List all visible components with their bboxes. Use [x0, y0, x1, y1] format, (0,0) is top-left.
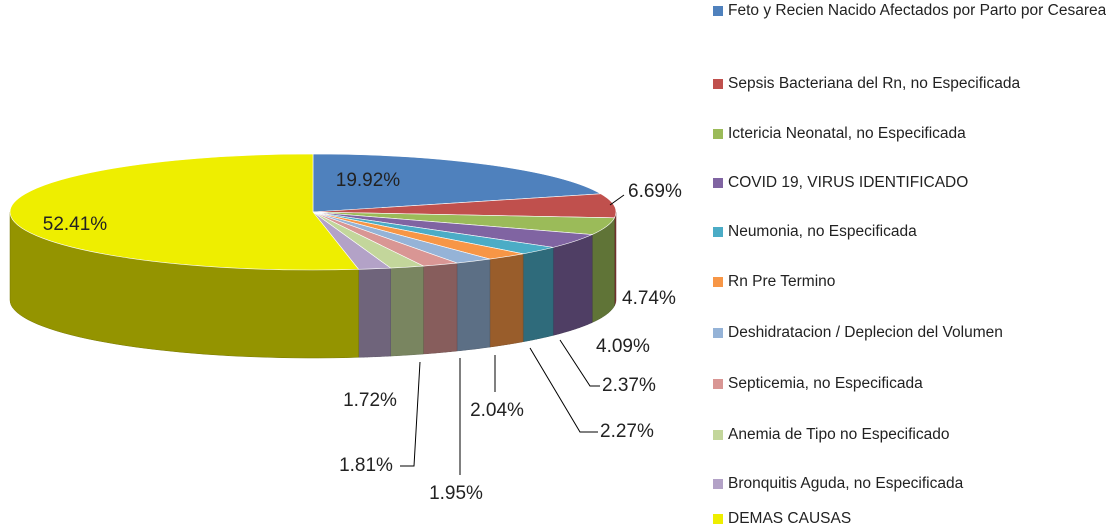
- slice-side: [522, 247, 554, 343]
- legend-item: DEMAS CAUSAS: [713, 508, 1106, 530]
- slice-side: [591, 216, 615, 323]
- data-label: 6.69%: [628, 181, 682, 202]
- legend-item: Sepsis Bacteriana del Rn, no Especificad…: [713, 73, 1106, 95]
- legend-swatch: [713, 514, 723, 524]
- data-label: 2.04%: [470, 400, 524, 421]
- legend-item: Septicemia, no Especificada: [713, 373, 1106, 395]
- legend-item: Ictericia Neonatal, no Especificada: [713, 123, 1106, 145]
- slice-side: [390, 265, 424, 357]
- legend-label: Anemia de Tipo no Especificado: [728, 426, 950, 443]
- legend-swatch: [713, 277, 723, 287]
- legend-label: COVID 19, VIRUS IDENTIFICADO: [728, 174, 969, 191]
- legend-item: Bronquitis Aguda, no Especificada: [713, 473, 1106, 495]
- data-label: 19.92%: [336, 170, 401, 191]
- slice-side: [552, 234, 593, 336]
- legend-swatch: [713, 430, 723, 440]
- legend-label: Ictericia Neonatal, no Especificada: [728, 125, 966, 142]
- slice: [312, 193, 617, 219]
- leader-line: [559, 339, 600, 387]
- slice-side: [358, 267, 391, 358]
- legend-swatch: [713, 129, 723, 139]
- legend-label: DEMAS CAUSAS: [728, 510, 852, 527]
- slice-side: [423, 262, 458, 355]
- legend-item: Feto y Recien Nacido Afectados por Parto…: [713, 0, 1106, 22]
- data-label: 2.37%: [602, 375, 656, 396]
- legend-swatch: [713, 479, 723, 489]
- legend-swatch: [713, 227, 723, 237]
- leader-line: [609, 194, 625, 206]
- chart: 19.92% 6.69% 4.74% 4.09% 2.37% 2.27% 2.04% 1.95…: [9, 153, 682, 504]
- legend-label: Sepsis Bacteriana del Rn, no Especificad…: [728, 75, 1021, 92]
- legend-item: COVID 19, VIRUS IDENTIFICADO: [713, 172, 1106, 194]
- leader-line: [529, 347, 598, 433]
- legend-label: Septicemia, no Especificada: [728, 375, 923, 392]
- legend-item: Rn Pre Termino: [713, 271, 1106, 293]
- data-label: 4.74%: [622, 288, 676, 309]
- data-label: 1.72%: [343, 390, 397, 411]
- legend-label: Rn Pre Termino: [728, 273, 836, 290]
- legend-label: Bronquitis Aguda, no Especificada: [728, 475, 964, 492]
- slice: [312, 153, 602, 213]
- slice: [9, 153, 360, 271]
- legend-label: Neumonia, no Especificada: [728, 223, 917, 240]
- data-label: 1.81%: [339, 455, 393, 476]
- legend-swatch: [713, 328, 723, 338]
- legend-item: Neumonia, no Especificada: [713, 221, 1106, 243]
- legend-label: Deshidratacion / Deplecion del Volumen: [728, 324, 1003, 341]
- legend-swatch: [713, 79, 723, 89]
- legend-swatch: [713, 178, 723, 188]
- legend-label: Feto y Recien Nacido Afectados por Parto…: [728, 2, 1106, 19]
- slice-side: [456, 258, 491, 352]
- leader-line: [400, 361, 421, 467]
- legend-swatch: [713, 6, 723, 16]
- legend-swatch: [713, 379, 723, 389]
- data-label: 2.27%: [600, 421, 654, 442]
- legend-item: Deshidratacion / Deplecion del Volumen: [713, 322, 1106, 344]
- legend-item: Anemia de Tipo no Especificado: [713, 424, 1106, 446]
- data-label: 52.41%: [43, 214, 108, 235]
- data-label: 1.95%: [429, 483, 483, 504]
- slice-side: [489, 253, 524, 348]
- data-label: 4.09%: [596, 336, 650, 357]
